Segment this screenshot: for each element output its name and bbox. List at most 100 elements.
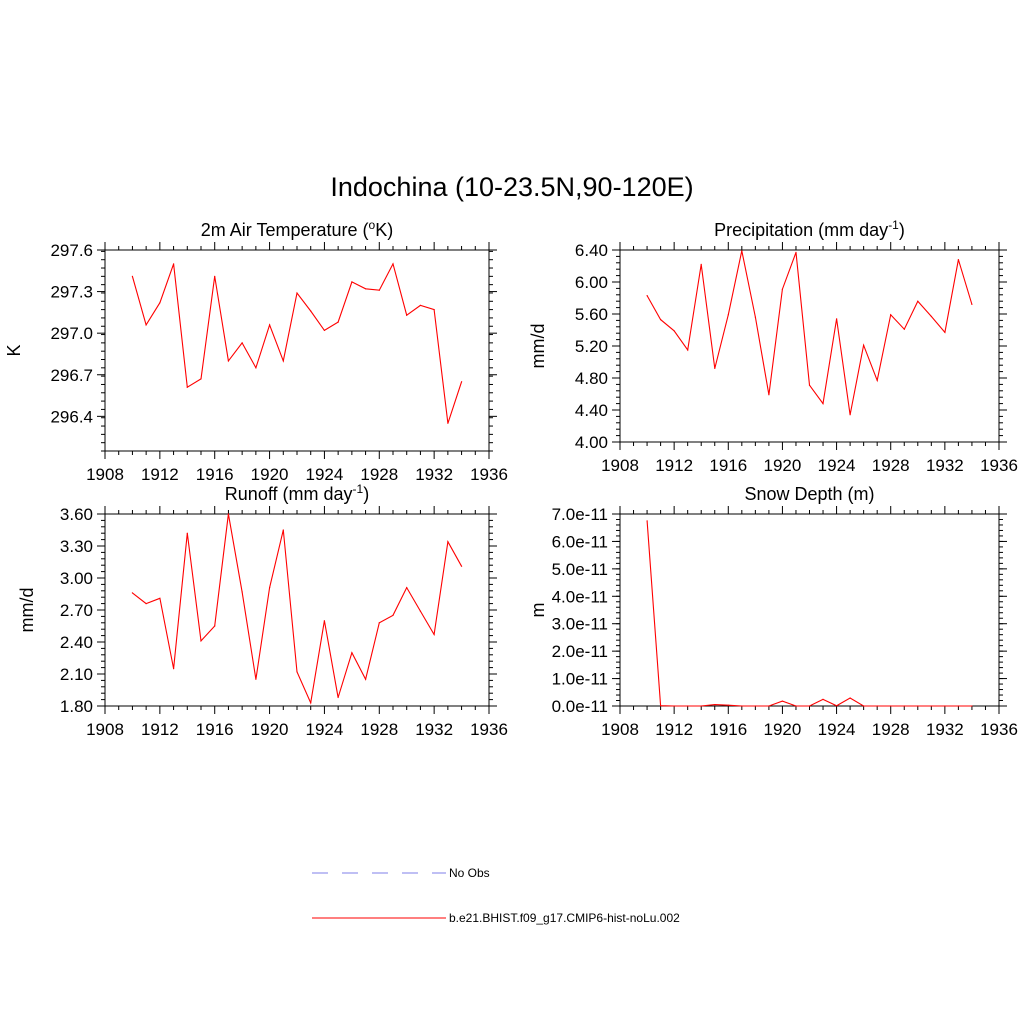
legend-label-2: b.e21.BHIST.f09_g17.CMIP6-hist-noLu.002 bbox=[449, 911, 680, 925]
y-tick-label: 297.0 bbox=[50, 324, 93, 343]
x-tick-label: 1916 bbox=[196, 720, 234, 739]
x-tick-label: 1912 bbox=[655, 456, 693, 475]
legend-label-1: No Obs bbox=[449, 866, 490, 880]
data-point bbox=[646, 295, 648, 297]
y-tick-label: 7.0e-11 bbox=[552, 505, 608, 524]
data-point bbox=[700, 263, 702, 265]
x-tick-label: 1928 bbox=[872, 456, 910, 475]
data-point bbox=[876, 705, 878, 707]
data-point bbox=[337, 321, 339, 323]
data-point bbox=[255, 367, 257, 369]
chart-panel-3: Runoff (mm day-1) 1908 1912 1916 1920 1924 192… bbox=[17, 482, 508, 739]
y-tick-label: 5.0e-11 bbox=[552, 560, 608, 579]
data-point bbox=[323, 620, 325, 622]
data-point bbox=[159, 302, 161, 304]
data-point bbox=[944, 331, 946, 333]
y-tick-label: 1.0e-11 bbox=[552, 670, 608, 689]
x-tick-label: 1936 bbox=[980, 456, 1018, 475]
x-tick-label: 1924 bbox=[818, 720, 856, 739]
data-point bbox=[145, 324, 147, 326]
data-point bbox=[903, 705, 905, 707]
y-tick-label: 2.10 bbox=[60, 665, 93, 684]
data-point bbox=[323, 329, 325, 331]
chart-panel-1: 2m Air Temperature (oK) 1908 1912 1916 1920 1… bbox=[4, 218, 508, 484]
data-point bbox=[687, 349, 689, 351]
data-point bbox=[145, 603, 147, 605]
x-tick-label: 1932 bbox=[415, 465, 453, 484]
data-point bbox=[836, 318, 838, 320]
y-axis-label: mm/d bbox=[528, 324, 548, 369]
data-point bbox=[173, 668, 175, 670]
data-point bbox=[917, 300, 919, 302]
data-point bbox=[727, 704, 729, 706]
data-point bbox=[227, 513, 229, 515]
x-tick-label: 1924 bbox=[306, 720, 344, 739]
data-point bbox=[957, 259, 960, 261]
data-point bbox=[310, 702, 312, 704]
data-point bbox=[351, 652, 353, 654]
data-point bbox=[849, 414, 851, 416]
data-point bbox=[337, 696, 339, 699]
y-tick-label: 6.00 bbox=[575, 273, 608, 292]
chart-panel-4: Snow Depth (m) 1908 1912 1916 1920 1924 1928 19… bbox=[528, 484, 1018, 739]
x-tick-label: 1932 bbox=[415, 720, 453, 739]
data-point bbox=[849, 697, 851, 699]
data-point bbox=[269, 324, 271, 326]
data-point bbox=[296, 671, 298, 673]
data-point bbox=[944, 705, 946, 707]
data-point bbox=[365, 288, 367, 290]
figure-title: Indochina (10-23.5N,90-120E) bbox=[330, 172, 693, 202]
data-point bbox=[392, 614, 394, 616]
data-point bbox=[890, 314, 892, 316]
data-point bbox=[227, 360, 229, 362]
data-point bbox=[863, 344, 865, 346]
legend: No Obs b.e21.BHIST.f09_g17.CMIP6-hist-noL… bbox=[312, 866, 680, 925]
data-point bbox=[200, 378, 202, 380]
x-tick-label: 1908 bbox=[601, 720, 639, 739]
data-point bbox=[714, 704, 716, 706]
y-tick-label: 4.00 bbox=[575, 433, 608, 452]
data-point bbox=[447, 541, 449, 543]
y-tick-label: 4.80 bbox=[575, 369, 608, 388]
data-point bbox=[781, 700, 784, 702]
data-point bbox=[822, 698, 824, 701]
y-tick-label: 3.30 bbox=[60, 537, 93, 556]
y-tick-label: 2.70 bbox=[60, 601, 93, 620]
data-point bbox=[406, 587, 408, 589]
data-point bbox=[917, 705, 919, 707]
data-point bbox=[727, 314, 729, 316]
data-point bbox=[447, 422, 449, 424]
panel-title: 2m Air Temperature (oK) bbox=[201, 218, 393, 240]
data-point bbox=[173, 263, 175, 265]
y-tick-label: 5.20 bbox=[575, 337, 608, 356]
data-point bbox=[131, 592, 133, 594]
data-point bbox=[433, 309, 435, 311]
y-tick-label: 296.4 bbox=[50, 407, 93, 426]
chart-panel-2: Precipitation (mm day-1) 1908 1912 1916 1920… bbox=[528, 218, 1018, 475]
data-point bbox=[741, 705, 743, 707]
y-tick-label: 297.3 bbox=[50, 283, 93, 302]
y-axis-label: K bbox=[4, 344, 24, 356]
x-tick-label: 1908 bbox=[601, 456, 639, 475]
data-point bbox=[971, 303, 973, 305]
x-tick-label: 1928 bbox=[360, 465, 398, 484]
y-axis-label: mm/d bbox=[17, 588, 37, 633]
x-tick-label: 1932 bbox=[926, 720, 964, 739]
data-point bbox=[836, 705, 838, 707]
x-tick-label: 1912 bbox=[655, 720, 693, 739]
x-tick-label: 1936 bbox=[470, 465, 508, 484]
data-point bbox=[378, 289, 380, 291]
data-point bbox=[378, 622, 380, 624]
data-point bbox=[754, 705, 757, 707]
data-point bbox=[930, 705, 932, 707]
data-point bbox=[673, 330, 675, 332]
data-point bbox=[754, 316, 757, 318]
x-tick-label: 1920 bbox=[764, 456, 802, 475]
x-tick-label: 1912 bbox=[141, 720, 179, 739]
data-point bbox=[808, 384, 811, 386]
data-point bbox=[808, 705, 811, 707]
data-point bbox=[903, 328, 905, 330]
data-point bbox=[186, 532, 188, 534]
data-point bbox=[971, 705, 973, 707]
data-point bbox=[646, 520, 648, 522]
